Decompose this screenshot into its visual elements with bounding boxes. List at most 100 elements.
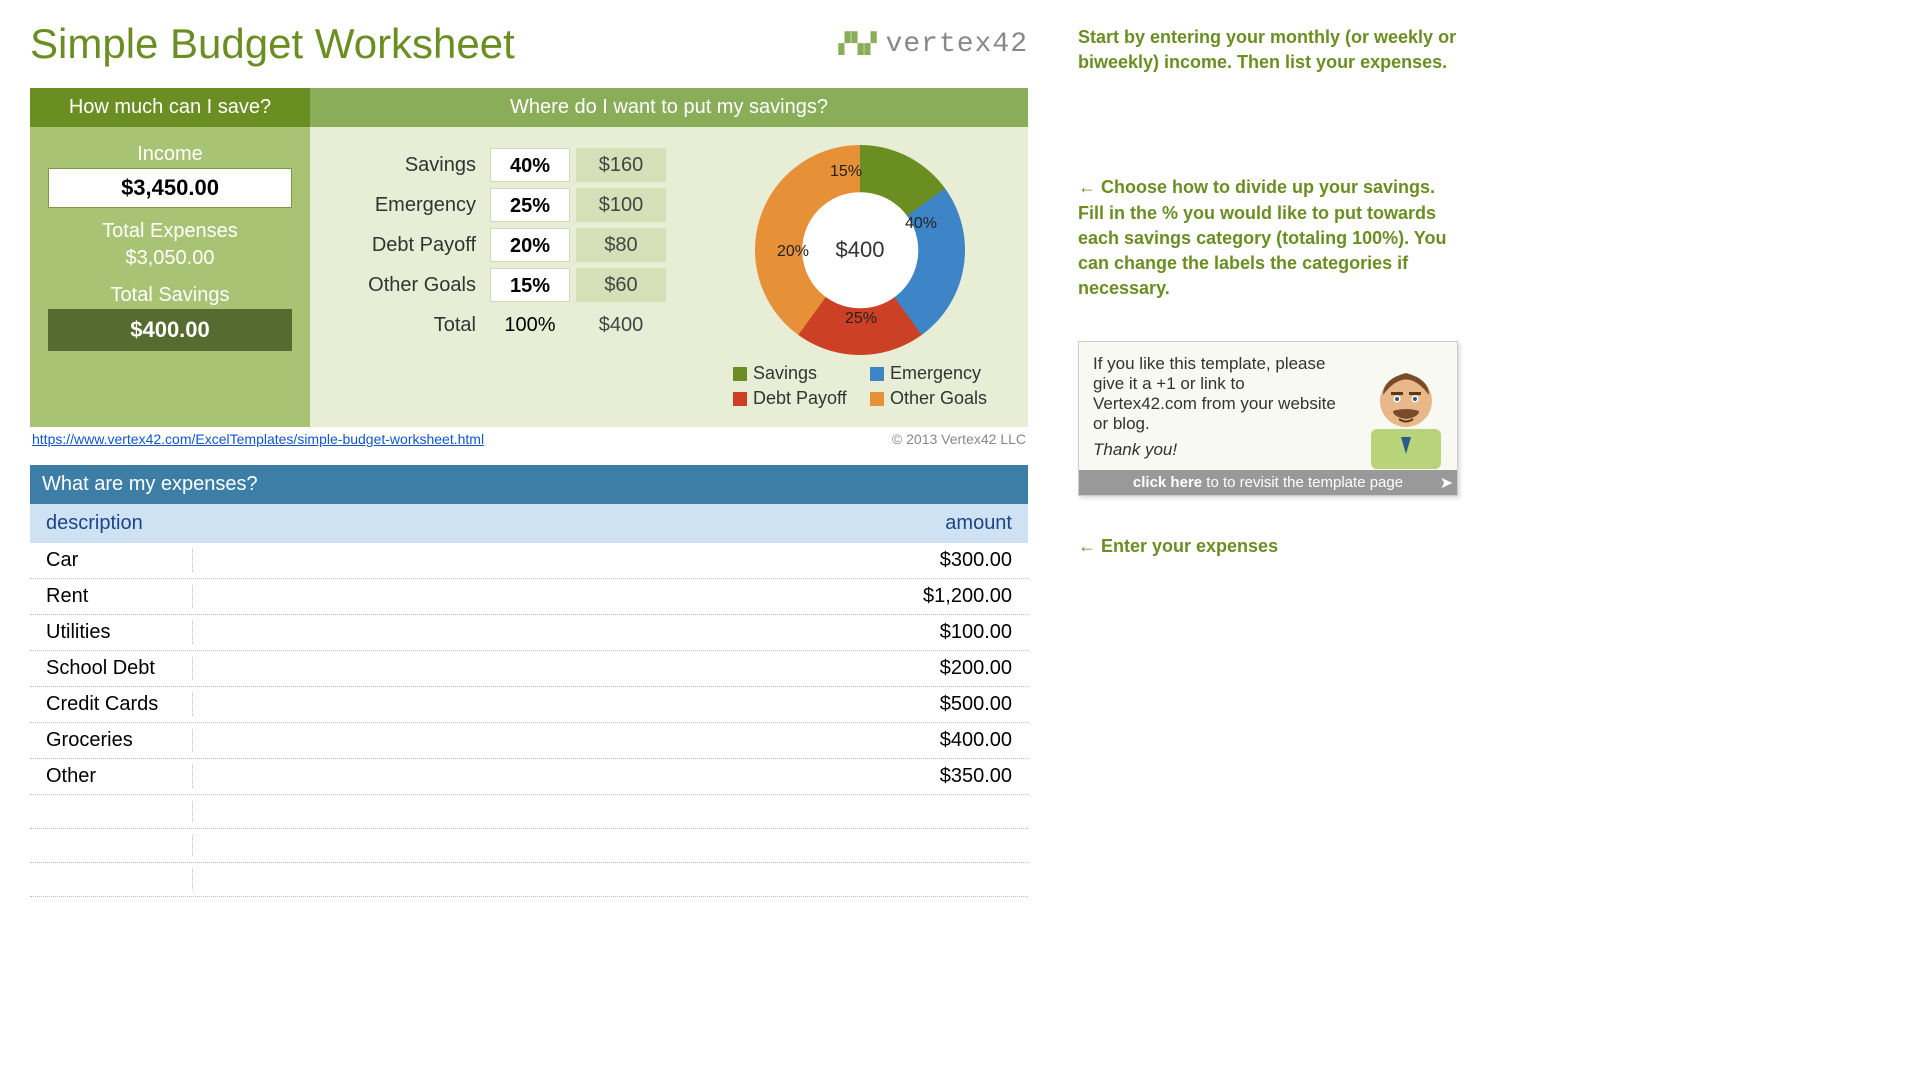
alloc-amt: $100: [576, 188, 666, 222]
vertex42-logo: ▞▚▞ vertex42: [838, 29, 1028, 60]
donut-slice-label: 25%: [845, 310, 877, 328]
alloc-row: Savings40%$160: [340, 145, 700, 185]
expense-amt: $200.00: [192, 657, 1012, 680]
expense-row[interactable]: Other $350.00: [30, 759, 1028, 795]
donut-slice-label: 15%: [830, 163, 862, 181]
alloc-label: Other Goals: [340, 274, 490, 297]
avatar-icon: [1361, 359, 1451, 469]
expense-row[interactable]: Rent $1,200.00: [30, 579, 1028, 615]
expense-row[interactable]: Utilities $100.00: [30, 615, 1028, 651]
expense-row[interactable]: Groceries $400.00: [30, 723, 1028, 759]
donut-chart-wrap: $400 40% 25% 20% 15% Savings Emergency Debt Pa…: [710, 145, 1010, 409]
promo-footer[interactable]: click here to to revisit the template pa…: [1079, 470, 1457, 495]
expense-desc: Car: [46, 549, 78, 572]
alloc-amt: $60: [576, 268, 666, 302]
alloc-label: Emergency: [340, 194, 490, 217]
legend-swatch: [733, 392, 747, 406]
donut-chart: $400 40% 25% 20% 15%: [755, 145, 965, 355]
template-link[interactable]: https://www.vertex42.com/ExcelTemplates/…: [32, 431, 484, 447]
expense-desc: Credit Cards: [46, 693, 158, 716]
save-column: How much can I save? Income $3,450.00 To…: [30, 88, 310, 427]
expense-amt: $100.00: [192, 621, 1012, 644]
expenses-label: Total Expenses: [48, 216, 292, 245]
alloc-row: Emergency25%$100: [340, 185, 700, 225]
legend-label: Debt Payoff: [753, 388, 847, 409]
alloc-pct-input[interactable]: 25%: [490, 188, 570, 222]
alloc-amt: $160: [576, 148, 666, 182]
expense-amt: $350.00: [192, 765, 1012, 788]
expense-amt: $300.00: [192, 549, 1012, 572]
expense-desc: Utilities: [46, 621, 110, 644]
expense-row[interactable]: School Debt $200.00: [30, 651, 1028, 687]
legend-label: Savings: [753, 363, 817, 384]
expense-amt: $500.00: [192, 693, 1012, 716]
donut-slice-label: 20%: [777, 243, 809, 261]
copyright: © 2013 Vertex42 LLC: [892, 431, 1026, 447]
alloc-pct-input[interactable]: 15%: [490, 268, 570, 302]
alloc-row: Other Goals15%$60: [340, 265, 700, 305]
savings-label: Total Savings: [48, 280, 292, 309]
expense-row-empty[interactable]: [30, 863, 1028, 897]
logo-text: vertex42: [886, 29, 1028, 60]
expense-desc: Rent: [46, 585, 88, 608]
expenses-header: What are my expenses?: [30, 465, 1028, 504]
expense-row-empty[interactable]: [30, 829, 1028, 863]
summary-panel: How much can I save? Income $3,450.00 To…: [30, 88, 1028, 427]
promo-footer-rest: to to revisit the template page: [1202, 474, 1403, 491]
income-input[interactable]: $3,450.00: [48, 168, 292, 208]
alloc-pct-input[interactable]: 20%: [490, 228, 570, 262]
allocation-column: Where do I want to put my savings? Savin…: [310, 88, 1028, 427]
legend-label: Emergency: [890, 363, 981, 384]
promo-text: If you like this template, please give i…: [1093, 354, 1343, 434]
expenses-columns: description amount: [30, 504, 1028, 543]
donut-slice-label: 40%: [905, 215, 937, 233]
col-description: description: [46, 512, 143, 535]
instruction-top: Start by entering your monthly (or weekl…: [1078, 25, 1458, 75]
alloc-total-row: Total100%$400: [340, 305, 700, 345]
alloc-total-amt: $400: [576, 308, 666, 342]
legend-item: Emergency: [870, 363, 987, 384]
legend-item: Other Goals: [870, 388, 987, 409]
expense-desc: Other: [46, 765, 96, 788]
expenses-table: Car $300.00 Rent $1,200.00 Utilities $100.00 S…: [30, 543, 1028, 897]
allocation-table: Savings40%$160Emergency25%$100Debt Payof…: [340, 145, 700, 409]
expense-row[interactable]: Car $300.00: [30, 543, 1028, 579]
expense-amt: [192, 801, 1012, 822]
expense-row-empty[interactable]: [30, 795, 1028, 829]
allocation-header: Where do I want to put my savings?: [310, 88, 1028, 127]
promo-click-here: click here: [1133, 474, 1202, 491]
cursor-icon: ➤: [1440, 473, 1453, 493]
expense-desc: School Debt: [46, 657, 155, 680]
legend-label: Other Goals: [890, 388, 987, 409]
page-title: Simple Budget Worksheet: [30, 20, 515, 68]
alloc-total-label: Total: [340, 314, 490, 337]
donut-center-value: $400: [836, 237, 885, 263]
instruction-bottom: ← Enter your expenses: [1078, 536, 1458, 557]
instruction-mid: ← Choose how to divide up your savings. …: [1078, 175, 1458, 301]
expense-amt: $1,200.00: [192, 585, 1012, 608]
alloc-pct-input[interactable]: 40%: [490, 148, 570, 182]
expense-amt: [192, 835, 1012, 856]
col-amount: amount: [945, 512, 1012, 535]
legend-item: Debt Payoff: [733, 388, 850, 409]
logo-icon: ▞▚▞: [838, 31, 877, 57]
alloc-total-pct: 100%: [490, 308, 570, 342]
chart-legend: Savings Emergency Debt Payoff Other Goals: [733, 363, 987, 409]
alloc-row: Debt Payoff20%$80: [340, 225, 700, 265]
alloc-label: Debt Payoff: [340, 234, 490, 257]
legend-item: Savings: [733, 363, 850, 384]
legend-swatch: [733, 367, 747, 381]
legend-swatch: [870, 392, 884, 406]
income-label: Income: [48, 139, 292, 168]
expense-amt: [192, 869, 1012, 890]
expenses-value: $3,050.00: [48, 245, 292, 280]
alloc-amt: $80: [576, 228, 666, 262]
legend-swatch: [870, 367, 884, 381]
expense-desc: Groceries: [46, 729, 133, 752]
expense-amt: $400.00: [192, 729, 1012, 752]
savings-value: $400.00: [48, 309, 292, 351]
expense-row[interactable]: Credit Cards $500.00: [30, 687, 1028, 723]
alloc-label: Savings: [340, 154, 490, 177]
promo-box[interactable]: If you like this template, please give i…: [1078, 341, 1458, 496]
save-header: How much can I save?: [30, 88, 310, 127]
